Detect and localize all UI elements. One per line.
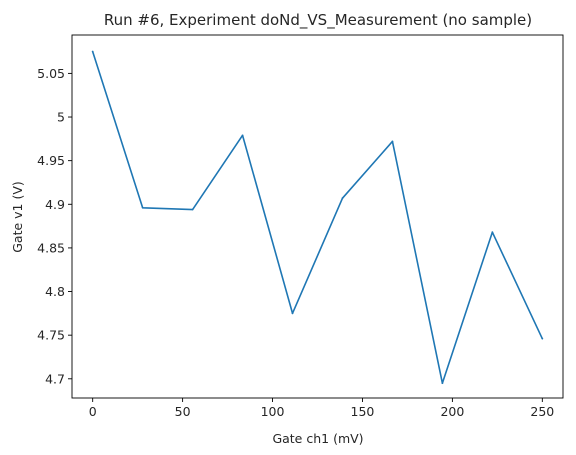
plot-frame <box>71 34 564 399</box>
data-point <box>241 134 244 137</box>
y-tick-label: 5 <box>57 110 65 125</box>
y-tick-label: 4.7 <box>45 371 65 386</box>
x-tick-label: 250 <box>530 404 554 419</box>
series-layer <box>91 50 544 385</box>
data-point <box>491 231 494 234</box>
x-tick-label: 100 <box>261 404 285 419</box>
y-tick-label: 5.05 <box>37 66 65 81</box>
data-point <box>141 206 144 209</box>
y-tick-label: 4.95 <box>37 153 65 168</box>
data-point <box>441 382 444 385</box>
series-line <box>91 51 544 384</box>
y-axis-label: Gate v1 (V) <box>10 181 25 253</box>
plot-area <box>71 34 564 399</box>
x-tick-label: 50 <box>175 404 191 419</box>
data-point <box>191 208 194 211</box>
x-axis: 0 50 100 150 200 250 <box>89 398 554 419</box>
y-axis: 4.7 4.75 4.8 4.85 4.9 4.95 5 5.05 <box>37 66 72 386</box>
x-tick-label: 200 <box>440 404 464 419</box>
x-tick-label: 0 <box>89 404 97 419</box>
x-axis-label: Gate ch1 (mV) <box>272 431 363 446</box>
y-tick-label: 4.8 <box>45 284 65 299</box>
x-tick-label: 150 <box>351 404 375 419</box>
data-point <box>341 197 344 200</box>
data-point <box>91 50 94 53</box>
data-point <box>391 140 394 143</box>
y-tick-label: 4.9 <box>45 197 65 212</box>
chart-title: Run #6, Experiment doNd_VS_Measurement (… <box>104 11 532 30</box>
y-tick-label: 4.85 <box>37 240 65 255</box>
data-point <box>291 312 294 315</box>
data-point <box>541 337 544 340</box>
y-tick-label: 4.75 <box>37 328 65 343</box>
